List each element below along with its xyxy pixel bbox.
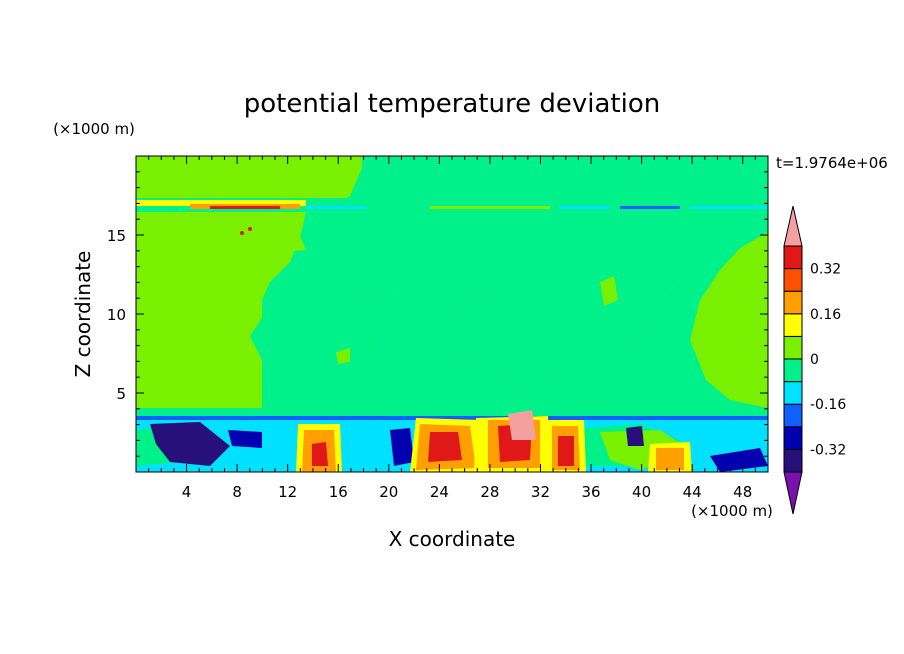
tropopause-red — [210, 206, 280, 209]
bl-pink-1 — [508, 410, 536, 440]
chart-title: potential temperature deviation — [244, 89, 660, 119]
bl-purple-1 — [150, 422, 230, 466]
colorbar-swatch — [783, 290, 803, 315]
island-green-3 — [272, 236, 306, 252]
colorbar-swatch — [783, 245, 803, 270]
plot-area — [136, 156, 768, 472]
colorbar-label: 0.32 — [810, 262, 841, 278]
time-label: t=1.9764e+06 — [776, 154, 888, 172]
bl-orange-5 — [656, 448, 684, 470]
tropopause-yellow — [136, 200, 306, 206]
x-tick-label: 12 — [278, 483, 297, 501]
x-tick-label: 4 — [182, 483, 192, 501]
colorbar-swatch — [783, 313, 803, 337]
x-tick-label: 48 — [733, 483, 752, 501]
colorbar-label: -0.32 — [810, 442, 846, 458]
y-tick-group: 5 10 15 — [107, 171, 768, 457]
x-tick-label: 24 — [430, 483, 449, 501]
tropopause-cyan-3 — [690, 206, 768, 209]
x-axis-label: X coordinate — [389, 527, 516, 551]
colorbar: -0.32 -0.16 0 0.16 0.32 — [783, 205, 846, 515]
region-center-teal-2 — [250, 156, 768, 414]
colorbar-label: -0.16 — [810, 397, 846, 413]
bl-red-2 — [428, 432, 462, 462]
tropopause-green-1 — [430, 206, 550, 209]
colorbar-swatch — [783, 335, 803, 360]
bl-darkblue-3 — [390, 428, 414, 466]
colorbar-swatch — [783, 268, 803, 292]
bl-green-3 — [600, 430, 690, 470]
y-tick-label: 15 — [107, 227, 126, 245]
colorbar-swatch — [783, 426, 803, 450]
dot-1 — [240, 231, 244, 235]
x-tick-label: 16 — [329, 483, 348, 501]
x-tick-label: 20 — [379, 483, 398, 501]
y-unit-label: (×1000 m) — [53, 120, 135, 138]
colorbar-label: 0 — [810, 352, 819, 368]
dot-2 — [248, 227, 252, 231]
bl-darkblue-1 — [228, 430, 262, 448]
boundary-top-line — [136, 416, 768, 420]
bl-red-4 — [558, 436, 574, 466]
x-tick-label: 40 — [632, 483, 651, 501]
colorbar-swatch — [783, 403, 803, 428]
colorbar-swatch — [783, 448, 803, 473]
tropopause-cyan-2 — [560, 206, 610, 209]
colorbar-label: 0.16 — [810, 307, 841, 323]
island-green-1 — [336, 348, 350, 364]
x-tick-label: 36 — [581, 483, 600, 501]
x-tick-label: 32 — [531, 483, 550, 501]
colorbar-swatch — [783, 358, 803, 383]
y-axis-label: Z coordinate — [71, 251, 95, 378]
tropopause-cyan-1 — [306, 206, 366, 209]
x-tick-label: 8 — [232, 483, 242, 501]
colorbar-arrow-top — [783, 205, 803, 247]
bl-darkblue-2 — [710, 448, 768, 472]
bl-red-1 — [312, 442, 328, 466]
y-tick-label: 5 — [116, 385, 126, 403]
x-unit-label: (×1000 m) — [691, 502, 773, 520]
region-center-teal — [136, 156, 768, 420]
x-tick-group: 4 8 12 16 20 24 28 32 36 40 44 48 — [148, 156, 756, 501]
island-green-2 — [600, 276, 618, 306]
colorbar-arrow-bottom — [783, 471, 803, 515]
colorbar-swatch — [783, 381, 803, 405]
y-tick-label: 10 — [107, 306, 126, 324]
x-tick-label: 44 — [683, 483, 702, 501]
tropopause-blue — [620, 206, 680, 209]
x-tick-label: 28 — [480, 483, 499, 501]
bl-purple-2 — [626, 426, 644, 446]
